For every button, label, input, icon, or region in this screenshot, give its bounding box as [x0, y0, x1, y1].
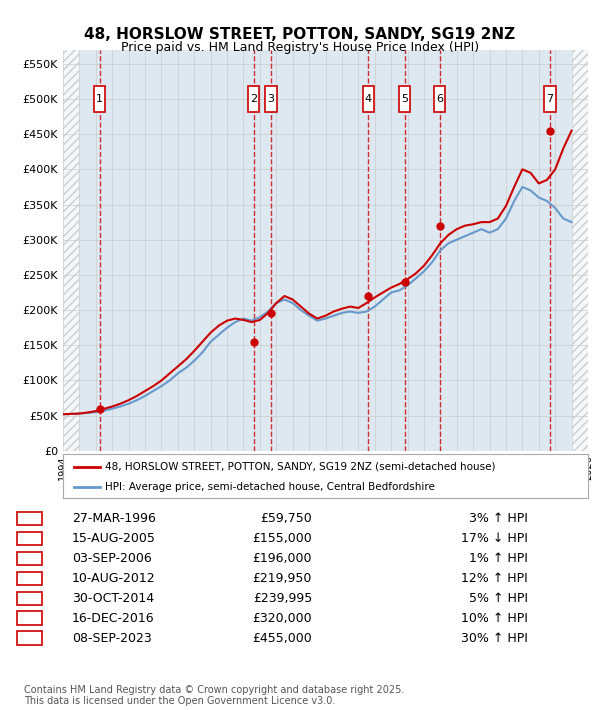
- FancyBboxPatch shape: [544, 87, 556, 111]
- Bar: [572, 50, 600, 451]
- Text: 2: 2: [25, 532, 34, 545]
- FancyBboxPatch shape: [434, 87, 445, 111]
- Bar: [63, 50, 79, 451]
- Text: 3% ↑ HPI: 3% ↑ HPI: [469, 512, 528, 525]
- FancyBboxPatch shape: [17, 532, 42, 545]
- Text: 5: 5: [401, 94, 408, 104]
- Text: 6: 6: [436, 94, 443, 104]
- FancyBboxPatch shape: [17, 591, 42, 605]
- Text: 5: 5: [25, 591, 34, 605]
- FancyBboxPatch shape: [17, 611, 42, 625]
- Text: 10-AUG-2012: 10-AUG-2012: [72, 572, 155, 585]
- Text: £155,000: £155,000: [252, 532, 312, 545]
- FancyBboxPatch shape: [265, 87, 277, 111]
- Text: 7: 7: [25, 632, 34, 645]
- Text: £455,000: £455,000: [252, 632, 312, 645]
- Text: 1% ↑ HPI: 1% ↑ HPI: [469, 552, 528, 565]
- Text: £196,000: £196,000: [253, 552, 312, 565]
- Text: 16-DEC-2016: 16-DEC-2016: [72, 611, 155, 625]
- Text: £239,995: £239,995: [253, 591, 312, 605]
- Text: 1: 1: [25, 512, 34, 525]
- FancyBboxPatch shape: [17, 512, 42, 525]
- FancyBboxPatch shape: [248, 87, 259, 111]
- Text: 1: 1: [96, 94, 103, 104]
- Text: 03-SEP-2006: 03-SEP-2006: [72, 552, 152, 565]
- FancyBboxPatch shape: [17, 572, 42, 585]
- Text: 2: 2: [250, 94, 257, 104]
- Text: 48, HORSLOW STREET, POTTON, SANDY, SG19 2NZ: 48, HORSLOW STREET, POTTON, SANDY, SG19 …: [85, 27, 515, 42]
- Text: 4: 4: [365, 94, 372, 104]
- Text: 3: 3: [268, 94, 274, 104]
- Text: 30-OCT-2014: 30-OCT-2014: [72, 591, 154, 605]
- Text: 3: 3: [25, 552, 34, 565]
- Text: £219,950: £219,950: [253, 572, 312, 585]
- Text: 10% ↑ HPI: 10% ↑ HPI: [461, 611, 528, 625]
- FancyBboxPatch shape: [94, 87, 106, 111]
- FancyBboxPatch shape: [17, 631, 42, 645]
- FancyBboxPatch shape: [399, 87, 410, 111]
- Text: 15-AUG-2005: 15-AUG-2005: [72, 532, 156, 545]
- Text: 7: 7: [547, 94, 554, 104]
- Text: 27-MAR-1996: 27-MAR-1996: [72, 512, 156, 525]
- Text: £320,000: £320,000: [253, 611, 312, 625]
- Text: £59,750: £59,750: [260, 512, 312, 525]
- Text: Price paid vs. HM Land Registry's House Price Index (HPI): Price paid vs. HM Land Registry's House …: [121, 41, 479, 54]
- Text: HPI: Average price, semi-detached house, Central Bedfordshire: HPI: Average price, semi-detached house,…: [105, 482, 435, 493]
- Text: 48, HORSLOW STREET, POTTON, SANDY, SG19 2NZ (semi-detached house): 48, HORSLOW STREET, POTTON, SANDY, SG19 …: [105, 462, 496, 471]
- FancyBboxPatch shape: [17, 552, 42, 565]
- Text: 30% ↑ HPI: 30% ↑ HPI: [461, 632, 528, 645]
- Text: 17% ↓ HPI: 17% ↓ HPI: [461, 532, 528, 545]
- Text: Contains HM Land Registry data © Crown copyright and database right 2025.
This d: Contains HM Land Registry data © Crown c…: [24, 685, 404, 706]
- FancyBboxPatch shape: [362, 87, 374, 111]
- Text: 12% ↑ HPI: 12% ↑ HPI: [461, 572, 528, 585]
- Text: 5% ↑ HPI: 5% ↑ HPI: [469, 591, 528, 605]
- Text: 4: 4: [25, 572, 34, 585]
- Text: 08-SEP-2023: 08-SEP-2023: [72, 632, 152, 645]
- Text: 6: 6: [25, 611, 34, 625]
